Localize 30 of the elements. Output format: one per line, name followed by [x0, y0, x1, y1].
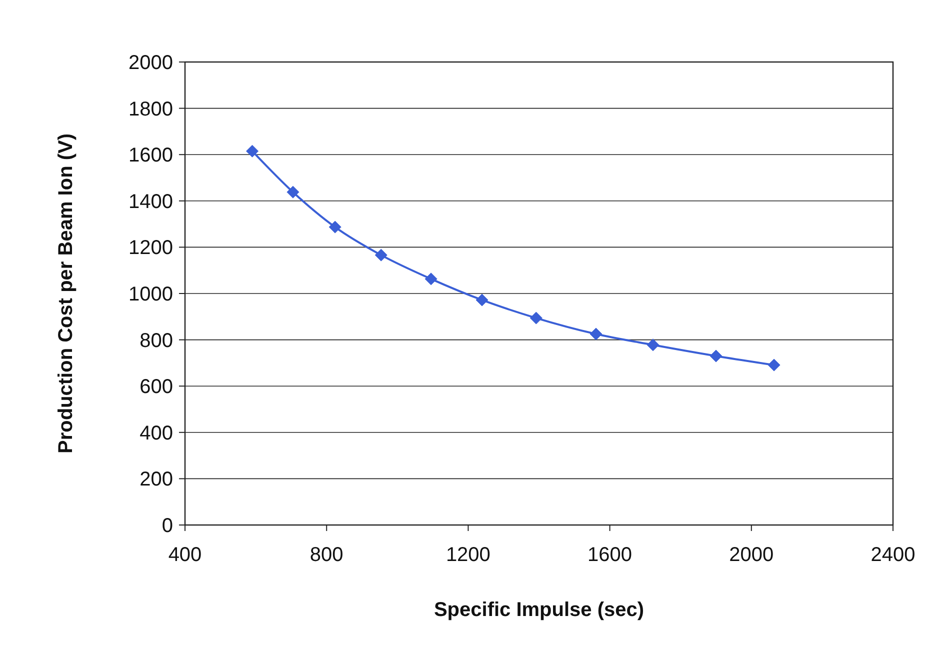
y-tick-label: 800	[140, 330, 173, 352]
point	[286, 186, 300, 198]
y-tick-label: 1000	[128, 284, 173, 306]
point	[768, 358, 780, 372]
y-tick-label: 1800	[128, 98, 173, 120]
point	[710, 350, 722, 362]
point	[328, 220, 342, 234]
y-tick-label: 600	[140, 376, 173, 398]
point	[476, 294, 488, 306]
y-tick-label: 400	[140, 422, 173, 444]
x-tick-label: 2400	[870, 544, 916, 566]
point	[374, 248, 388, 262]
point	[246, 144, 259, 158]
point	[590, 328, 602, 340]
point	[424, 272, 438, 286]
y-tick-label: 200	[140, 468, 173, 491]
x-tick-label: 1600	[588, 544, 632, 566]
point	[646, 338, 660, 352]
x-tick-label: 1200	[446, 544, 490, 566]
y-tick-label: 1600	[128, 144, 173, 167]
y-tick-label: 0	[162, 515, 173, 537]
x-tick-label: 2000	[729, 544, 774, 566]
x-tick-label: 800	[310, 544, 344, 566]
y-tick-label: 1400	[128, 190, 173, 213]
y-tick-label: 1200	[128, 237, 173, 260]
y-tick-label: 2000	[128, 52, 173, 74]
x-tick-label: 400	[168, 544, 202, 566]
x-axis-title: Specific Impulse (sec)	[434, 599, 644, 621]
point	[530, 312, 542, 324]
y-axis-title: Production Cost per Beam Ion (V)	[55, 133, 77, 454]
